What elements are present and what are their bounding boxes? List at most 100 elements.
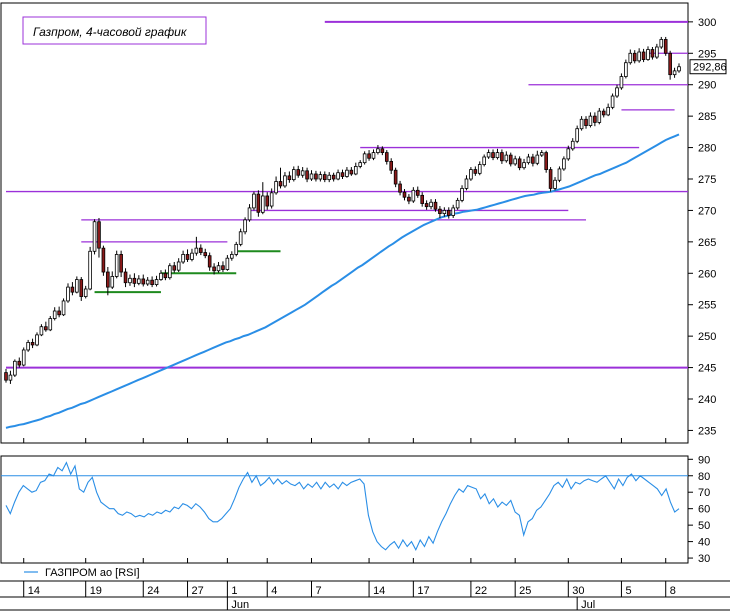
rsi-legend-label: ГАЗПРОМ ао [RSI] bbox=[45, 567, 140, 579]
candle-body bbox=[57, 310, 61, 316]
candle-body bbox=[446, 210, 451, 216]
chart-title-box: Газпром, 4-часовой график bbox=[22, 16, 207, 45]
candle-body bbox=[163, 272, 168, 279]
candle bbox=[300, 167, 305, 178]
candle-body bbox=[44, 326, 48, 331]
candle bbox=[376, 145, 380, 155]
candle-body bbox=[548, 169, 553, 189]
candle bbox=[225, 255, 230, 271]
candle bbox=[287, 171, 292, 183]
candle bbox=[601, 108, 606, 118]
candle-body bbox=[52, 310, 57, 319]
candle bbox=[132, 273, 137, 288]
candle bbox=[44, 321, 48, 332]
candle bbox=[145, 277, 150, 286]
candle bbox=[128, 274, 132, 286]
candle-body bbox=[252, 193, 256, 209]
candle bbox=[548, 167, 553, 192]
candle bbox=[61, 298, 66, 317]
candle-body bbox=[473, 169, 478, 174]
candle-body bbox=[79, 279, 84, 297]
candle bbox=[407, 194, 411, 205]
candle-body bbox=[83, 288, 88, 297]
candle-body bbox=[8, 374, 13, 381]
rsi-y-tick-label: 80 bbox=[698, 471, 710, 483]
candle-body bbox=[353, 166, 358, 175]
candle-body bbox=[553, 179, 557, 189]
candle bbox=[340, 169, 345, 179]
candle-body bbox=[97, 221, 101, 249]
candle-body bbox=[314, 173, 318, 180]
time-day-label: 1 bbox=[231, 585, 237, 597]
candle-body bbox=[256, 193, 261, 213]
candle-body bbox=[349, 169, 354, 175]
rsi-y-tick-label: 90 bbox=[698, 454, 710, 466]
candle-body bbox=[517, 158, 522, 169]
candle bbox=[446, 207, 451, 219]
time-day-label: 30 bbox=[572, 585, 584, 597]
candle bbox=[39, 324, 44, 337]
candle bbox=[663, 36, 668, 56]
candle-body bbox=[442, 210, 447, 214]
candle-body bbox=[491, 152, 495, 159]
candle bbox=[526, 153, 531, 165]
candle-body bbox=[247, 207, 252, 221]
candle-body bbox=[362, 153, 367, 164]
candle-body bbox=[110, 276, 115, 288]
candle-body bbox=[367, 153, 371, 159]
candle bbox=[433, 199, 438, 212]
candle-body bbox=[48, 318, 53, 331]
candle-body bbox=[477, 164, 482, 174]
candle bbox=[539, 150, 544, 157]
candle-body bbox=[70, 286, 75, 293]
time-month-label: Jun bbox=[231, 599, 249, 611]
candle bbox=[230, 251, 234, 261]
candle-body bbox=[389, 160, 394, 171]
candle bbox=[672, 67, 677, 78]
rsi-plot-area bbox=[0, 455, 689, 564]
candle bbox=[203, 248, 208, 259]
candle bbox=[75, 276, 79, 294]
candle bbox=[650, 47, 655, 60]
candle-body bbox=[358, 162, 363, 167]
candle bbox=[141, 274, 146, 287]
candle bbox=[513, 155, 517, 166]
candle bbox=[482, 154, 486, 167]
candle bbox=[562, 156, 566, 171]
price-plot-area bbox=[0, 2, 689, 444]
candle bbox=[460, 185, 464, 203]
candle bbox=[438, 206, 442, 218]
candle bbox=[393, 167, 398, 188]
candle bbox=[411, 187, 416, 203]
candle-body bbox=[318, 174, 323, 180]
candle bbox=[35, 332, 39, 347]
candle bbox=[584, 116, 588, 129]
price-y-tick-label: 245 bbox=[698, 363, 716, 375]
candle bbox=[531, 153, 535, 167]
candle-body bbox=[194, 247, 199, 254]
candle-body bbox=[650, 49, 655, 58]
candle bbox=[632, 50, 637, 64]
candle bbox=[305, 167, 309, 183]
candle-body bbox=[221, 265, 225, 270]
time-day-label: 8 bbox=[670, 585, 676, 597]
candle bbox=[256, 190, 261, 217]
candle bbox=[500, 149, 504, 164]
time-day-label: 4 bbox=[271, 585, 277, 597]
rsi-y-tick-label: 50 bbox=[698, 520, 710, 532]
candle-body bbox=[455, 199, 460, 209]
candle-body bbox=[269, 192, 274, 207]
candle bbox=[26, 339, 30, 352]
candle bbox=[190, 248, 194, 262]
candle-body bbox=[265, 195, 270, 207]
candle bbox=[97, 217, 101, 258]
candle bbox=[181, 250, 185, 264]
candle bbox=[150, 276, 154, 288]
candle-body bbox=[123, 271, 128, 284]
candle bbox=[624, 59, 628, 79]
rsi-y-tick-label: 30 bbox=[698, 553, 710, 565]
price-y-tick-label: 285 bbox=[698, 111, 716, 123]
candle-body bbox=[190, 252, 194, 260]
time-day-label: 14 bbox=[373, 585, 385, 597]
